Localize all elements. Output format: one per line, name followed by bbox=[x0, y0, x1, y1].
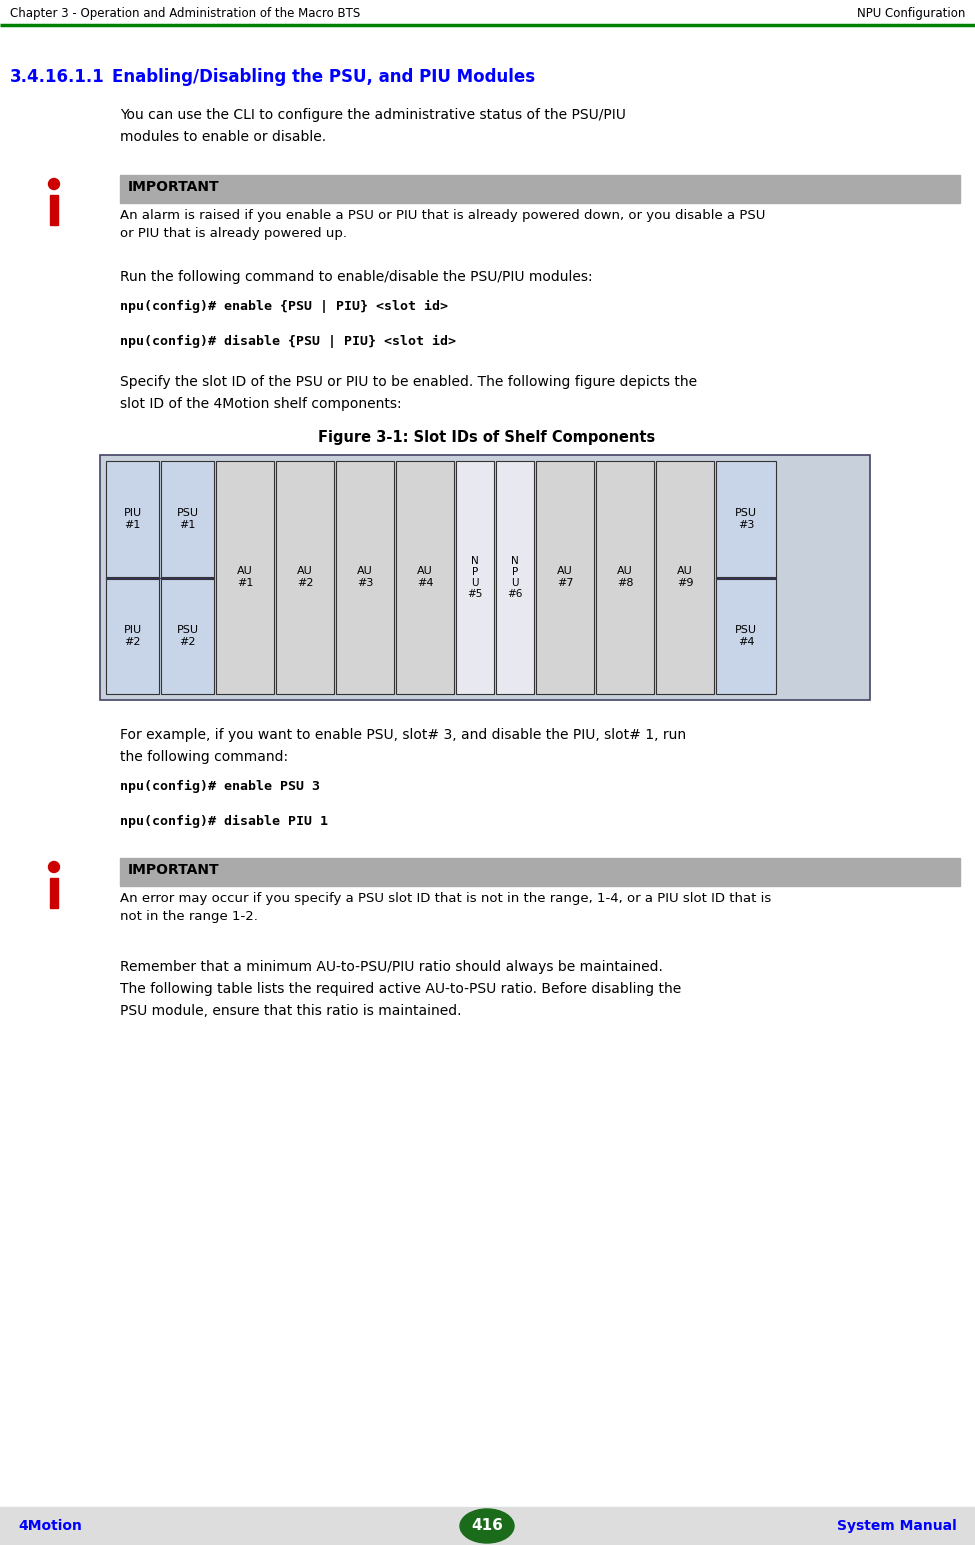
Text: 3.4.16.1.1: 3.4.16.1.1 bbox=[10, 68, 104, 87]
Text: System Manual: System Manual bbox=[838, 1519, 957, 1533]
Text: #4: #4 bbox=[416, 578, 433, 589]
Text: AU: AU bbox=[357, 567, 372, 576]
Text: #6: #6 bbox=[507, 589, 523, 599]
Text: U: U bbox=[471, 578, 479, 589]
Text: IMPORTANT: IMPORTANT bbox=[128, 864, 219, 878]
Bar bbox=[216, 460, 274, 694]
Text: #1: #1 bbox=[125, 519, 140, 530]
Ellipse shape bbox=[49, 862, 59, 873]
Text: You can use the CLI to configure the administrative status of the PSU/PIU: You can use the CLI to configure the adm… bbox=[120, 108, 626, 122]
Text: PSU module, ensure that this ratio is maintained.: PSU module, ensure that this ratio is ma… bbox=[120, 1004, 461, 1018]
Bar bbox=[716, 460, 776, 576]
Text: 416: 416 bbox=[471, 1519, 503, 1534]
Text: #1: #1 bbox=[237, 578, 254, 589]
Text: #2: #2 bbox=[124, 637, 140, 647]
Bar bbox=[120, 857, 960, 885]
Text: AU: AU bbox=[297, 567, 313, 576]
Text: P: P bbox=[472, 567, 478, 576]
Text: AU: AU bbox=[417, 567, 433, 576]
Bar bbox=[716, 578, 776, 694]
Text: #9: #9 bbox=[677, 578, 693, 589]
Text: or PIU that is already powered up.: or PIU that is already powered up. bbox=[120, 227, 347, 239]
Text: For example, if you want to enable PSU, slot# 3, and disable the PIU, slot# 1, r: For example, if you want to enable PSU, … bbox=[120, 728, 686, 742]
Text: PSU: PSU bbox=[735, 508, 757, 518]
Text: AU: AU bbox=[677, 567, 693, 576]
Text: PIU: PIU bbox=[124, 508, 141, 518]
Bar bbox=[100, 454, 870, 700]
Bar bbox=[161, 460, 214, 576]
Text: N: N bbox=[471, 556, 479, 565]
Text: U: U bbox=[511, 578, 519, 589]
Text: N: N bbox=[511, 556, 519, 565]
Text: npu(config)# disable {PSU | PIU} <slot id>: npu(config)# disable {PSU | PIU} <slot i… bbox=[120, 335, 456, 348]
Text: An alarm is raised if you enable a PSU or PIU that is already powered down, or y: An alarm is raised if you enable a PSU o… bbox=[120, 209, 765, 222]
Ellipse shape bbox=[49, 179, 59, 190]
Bar bbox=[120, 175, 960, 202]
Text: PSU: PSU bbox=[176, 626, 199, 635]
Ellipse shape bbox=[460, 1509, 514, 1543]
Text: An error may occur if you specify a PSU slot ID that is not in the range, 1-4, o: An error may occur if you specify a PSU … bbox=[120, 891, 771, 905]
Bar bbox=[276, 460, 334, 694]
Text: P: P bbox=[512, 567, 518, 576]
Text: Chapter 3 - Operation and Administration of the Macro BTS: Chapter 3 - Operation and Administration… bbox=[10, 6, 360, 20]
Text: #3: #3 bbox=[357, 578, 373, 589]
Text: PIU: PIU bbox=[124, 626, 141, 635]
Bar bbox=[50, 195, 58, 226]
Text: Enabling/Disabling the PSU, and PIU Modules: Enabling/Disabling the PSU, and PIU Modu… bbox=[112, 68, 535, 87]
Text: IMPORTANT: IMPORTANT bbox=[128, 181, 219, 195]
Text: The following table lists the required active AU-to-PSU ratio. Before disabling : The following table lists the required a… bbox=[120, 983, 682, 997]
Text: AU: AU bbox=[237, 567, 253, 576]
Text: #5: #5 bbox=[467, 589, 483, 599]
Text: PSU: PSU bbox=[735, 626, 757, 635]
Text: PSU: PSU bbox=[176, 508, 199, 518]
Text: AU: AU bbox=[557, 567, 573, 576]
Bar bbox=[0, 1506, 975, 1545]
Bar bbox=[496, 460, 534, 694]
Text: Figure 3-1: Slot IDs of Shelf Components: Figure 3-1: Slot IDs of Shelf Components bbox=[319, 430, 655, 445]
Text: 4Motion: 4Motion bbox=[18, 1519, 82, 1533]
Text: AU: AU bbox=[617, 567, 633, 576]
Text: #3: #3 bbox=[738, 519, 755, 530]
Text: npu(config)# enable {PSU | PIU} <slot id>: npu(config)# enable {PSU | PIU} <slot id… bbox=[120, 300, 448, 314]
Text: #8: #8 bbox=[617, 578, 633, 589]
Bar bbox=[161, 578, 214, 694]
Bar bbox=[106, 578, 159, 694]
Text: the following command:: the following command: bbox=[120, 749, 289, 763]
Text: modules to enable or disable.: modules to enable or disable. bbox=[120, 130, 326, 144]
Text: npu(config)# disable PIU 1: npu(config)# disable PIU 1 bbox=[120, 816, 328, 828]
Text: Run the following command to enable/disable the PSU/PIU modules:: Run the following command to enable/disa… bbox=[120, 270, 593, 284]
Text: #2: #2 bbox=[296, 578, 313, 589]
Bar bbox=[106, 460, 159, 576]
Text: Specify the slot ID of the PSU or PIU to be enabled. The following figure depict: Specify the slot ID of the PSU or PIU to… bbox=[120, 375, 697, 389]
Text: slot ID of the 4Motion shelf components:: slot ID of the 4Motion shelf components: bbox=[120, 397, 402, 411]
Text: #2: #2 bbox=[179, 637, 196, 647]
Text: #7: #7 bbox=[557, 578, 573, 589]
Bar bbox=[456, 460, 494, 694]
Text: NPU Configuration: NPU Configuration bbox=[857, 6, 965, 20]
Text: not in the range 1-2.: not in the range 1-2. bbox=[120, 910, 257, 922]
Bar bbox=[396, 460, 454, 694]
Bar bbox=[336, 460, 394, 694]
Bar bbox=[656, 460, 714, 694]
Text: #1: #1 bbox=[179, 519, 196, 530]
Text: npu(config)# enable PSU 3: npu(config)# enable PSU 3 bbox=[120, 780, 320, 793]
Text: #4: #4 bbox=[738, 637, 755, 647]
Bar bbox=[50, 878, 58, 908]
Text: Remember that a minimum AU-to-PSU/PIU ratio should always be maintained.: Remember that a minimum AU-to-PSU/PIU ra… bbox=[120, 959, 663, 973]
Bar bbox=[596, 460, 654, 694]
Bar bbox=[536, 460, 594, 694]
